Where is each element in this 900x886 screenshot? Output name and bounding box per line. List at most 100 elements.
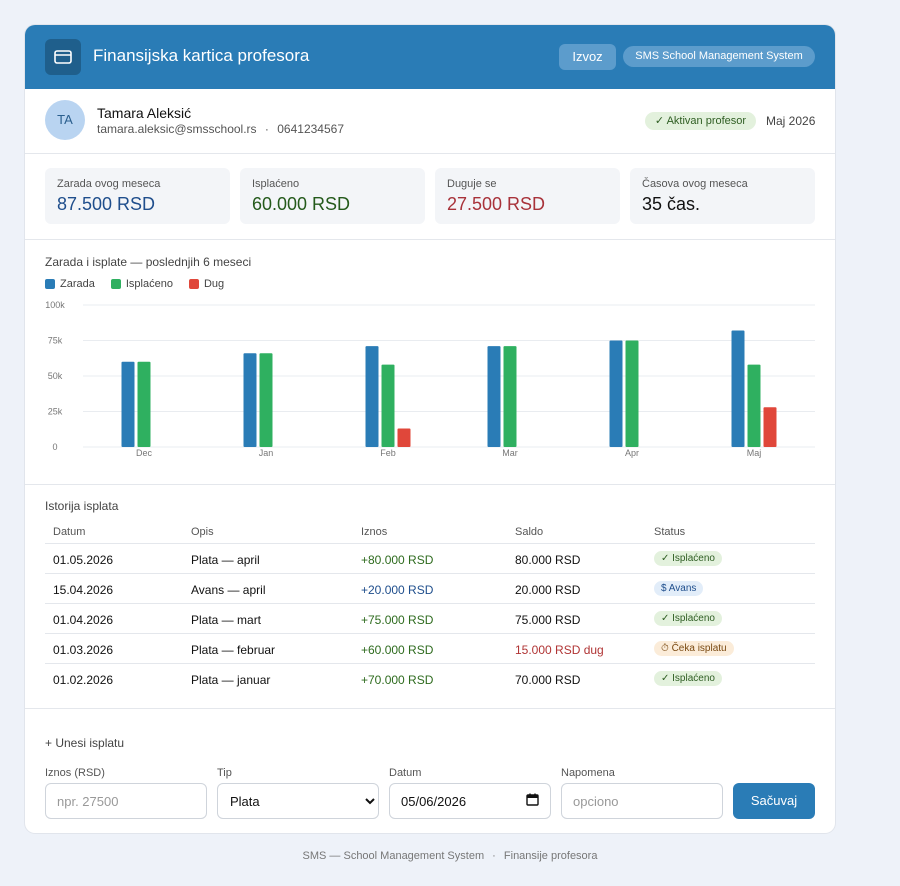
y-tick-label: 100k bbox=[45, 300, 65, 310]
bar-zarada bbox=[121, 361, 135, 447]
payment-amount: +80.000 RSD bbox=[361, 553, 434, 567]
table-row: 01.02.2026 Plata — januar +70.000 RSD 70.00… bbox=[45, 664, 815, 694]
y-tick-label: 75k bbox=[48, 336, 63, 346]
legend-item: Isplaćeno bbox=[110, 278, 173, 290]
stat-label: Zarada ovog meseca bbox=[57, 178, 161, 190]
payment-description: Plata — januar bbox=[191, 673, 271, 687]
type-label: Tip bbox=[217, 767, 232, 779]
history-title: Istorija isplata bbox=[45, 499, 119, 513]
chart-title: Zarada i isplate — poslednjih 6 meseci bbox=[45, 255, 252, 269]
export-button[interactable]: Izvoz bbox=[559, 44, 616, 70]
stat-label: Časova ovog meseca bbox=[642, 178, 748, 190]
table-header: Datum Opis Iznos Saldo Status bbox=[45, 520, 815, 544]
table-row: 01.05.2026 Plata — april +80.000 RSD 80.000… bbox=[45, 544, 815, 574]
x-tick-label: Mar bbox=[502, 448, 518, 458]
amount-label: Iznos (RSD) bbox=[45, 767, 105, 779]
bar-isplaćeno bbox=[503, 346, 517, 447]
date-label: Datum bbox=[389, 767, 422, 779]
bar-isplaćeno bbox=[625, 340, 639, 447]
status-badge: $ Avans bbox=[654, 581, 704, 596]
column-header: Status bbox=[654, 526, 686, 538]
stat-paid: Isplaćeno 60.000 RSD bbox=[240, 168, 425, 224]
stat-label: Duguje se bbox=[447, 178, 497, 190]
bar-dug bbox=[763, 407, 777, 447]
professor-email: tamara.aleksic@smsschool.rs bbox=[97, 122, 257, 136]
amount-input[interactable] bbox=[45, 783, 207, 819]
current-month: Maj 2026 bbox=[766, 114, 816, 128]
payment-date: 01.05.2026 bbox=[53, 553, 114, 567]
payment-date: 01.02.2026 bbox=[53, 673, 114, 687]
page-footer: SMS — School Management System · Finansi… bbox=[0, 850, 900, 862]
calendar-icon[interactable] bbox=[526, 793, 539, 809]
stats-section: Zarada ovog meseca 87.500 RSD Isplaćeno … bbox=[25, 154, 835, 240]
bar-zarada bbox=[487, 346, 501, 447]
professor-phone: 0641234567 bbox=[277, 122, 344, 136]
payment-balance: 70.000 RSD bbox=[515, 673, 581, 687]
payment-balance: 80.000 RSD bbox=[515, 553, 581, 567]
history-table: Datum Opis Iznos Saldo Status 01.05.2026… bbox=[45, 520, 815, 694]
stat-value: 87.500 RSD bbox=[57, 194, 156, 214]
header-bar: Finansijska kartica profesora Izvoz SMS … bbox=[25, 25, 835, 89]
payment-description: Plata — april bbox=[191, 553, 260, 567]
bar-isplaćeno bbox=[381, 364, 395, 447]
stat-label: Isplaćeno bbox=[252, 178, 300, 190]
x-tick-label: Feb bbox=[380, 448, 396, 458]
table-body: 01.05.2026 Plata — april +80.000 RSD 80.000… bbox=[45, 544, 815, 694]
stat-value: 35 čas. bbox=[642, 194, 701, 214]
bar-zarada bbox=[365, 346, 379, 447]
date-value: 05/06/2026 bbox=[401, 793, 467, 809]
table-row: 01.04.2026 Plata — mart +75.000 RSD 75.000 … bbox=[45, 604, 815, 634]
stat-value: 60.000 RSD bbox=[252, 194, 351, 214]
payment-amount: +70.000 RSD bbox=[361, 673, 434, 687]
date-input[interactable]: 05/06/2026 bbox=[389, 783, 551, 819]
profile-section: TA Tamara Aleksić tamara.aleksic@smsscho… bbox=[25, 89, 835, 154]
status-badge: ✓ Aktivan profesor bbox=[645, 112, 756, 130]
finance-card: Finansijska kartica profesora Izvoz SMS … bbox=[25, 25, 835, 833]
payment-description: Avans — april bbox=[191, 583, 266, 597]
footer-text: SMS — School Management System bbox=[302, 850, 485, 862]
contact-separator: · bbox=[264, 122, 269, 136]
avatar: TA bbox=[45, 100, 85, 140]
payment-date: 15.04.2026 bbox=[53, 583, 114, 597]
note-input[interactable] bbox=[561, 783, 723, 819]
x-tick-label: Apr bbox=[625, 448, 639, 458]
stat-value: 27.500 RSD bbox=[447, 194, 546, 214]
status-badge: ✓ Isplaćeno bbox=[654, 671, 722, 686]
form-title: + Unesi isplatu bbox=[45, 736, 125, 750]
column-header: Datum bbox=[53, 526, 86, 538]
bar-isplaćeno bbox=[747, 364, 761, 447]
legend-swatch bbox=[45, 279, 55, 289]
stat-hours: Časova ovog meseca 35 čas. bbox=[630, 168, 815, 224]
column-header: Iznos bbox=[361, 526, 388, 538]
table-row: 15.04.2026 Avans — april +20.000 RSD 20.000… bbox=[45, 574, 815, 604]
payment-description: Plata — mart bbox=[191, 613, 262, 627]
x-tick-label: Jan bbox=[259, 448, 274, 458]
stat-debt: Duguje se 27.500 RSD bbox=[435, 168, 620, 224]
legend-label: Zarada bbox=[60, 278, 95, 290]
y-tick-label: 25k bbox=[48, 407, 63, 417]
professor-name: Tamara Aleksić bbox=[97, 105, 192, 121]
bar-isplaćeno bbox=[137, 361, 151, 447]
footer-section: Finansije profesora bbox=[503, 850, 598, 862]
legend-label: Isplaćeno bbox=[125, 278, 173, 290]
stat-earnings: Zarada ovog meseca 87.500 RSD bbox=[45, 168, 230, 224]
x-tick-label: Maj bbox=[747, 448, 762, 458]
payment-amount: +75.000 RSD bbox=[361, 613, 434, 627]
chart-legend: Zarada Isplaćeno Dug bbox=[45, 278, 224, 290]
status-badge: ⏱ Čeka isplatu bbox=[654, 641, 734, 656]
payment-amount: +20.000 RSD bbox=[361, 583, 434, 597]
payment-balance: 20.000 RSD bbox=[515, 583, 581, 597]
payment-amount: +60.000 RSD bbox=[361, 643, 434, 657]
system-badge: SMS School Management System bbox=[623, 46, 815, 67]
legend-swatch bbox=[188, 279, 199, 289]
payment-balance: 15.000 RSD dug bbox=[515, 643, 604, 657]
table-row: 01.03.2026 Plata — februar +60.000 RSD 15.0… bbox=[45, 634, 815, 664]
type-select[interactable]: Plata bbox=[217, 783, 379, 819]
bar-zarada bbox=[243, 353, 257, 447]
legend-item: Zarada bbox=[45, 278, 95, 290]
save-button[interactable]: Sačuvaj bbox=[733, 783, 815, 819]
x-tick-label: Dec bbox=[136, 448, 153, 458]
status-badge: ✓ Isplaćeno bbox=[654, 551, 722, 566]
y-tick-label: 0 bbox=[52, 442, 57, 452]
column-header: Opis bbox=[191, 526, 214, 538]
